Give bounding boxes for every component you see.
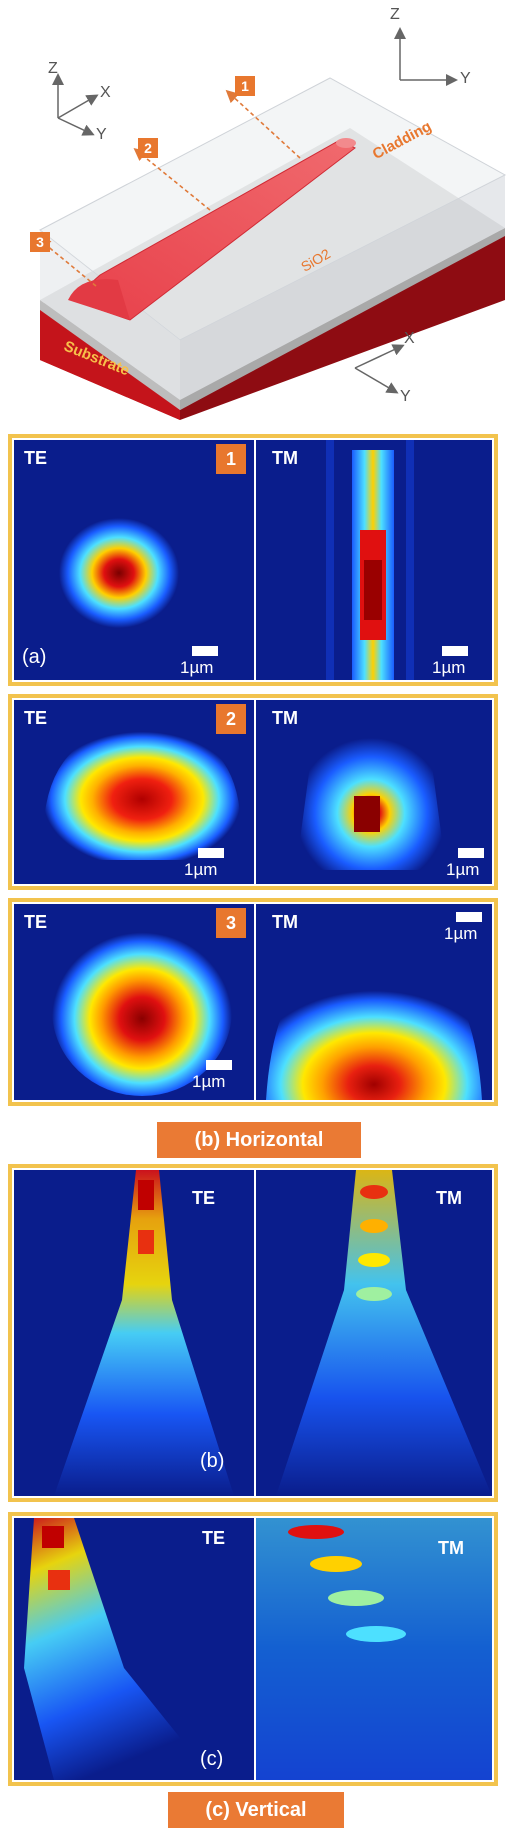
horizontal-panel-2: TE TM 2 1µm 1µm	[8, 694, 498, 890]
scale-bar-te-1	[192, 646, 218, 656]
tm-label-3: TM	[272, 912, 298, 932]
scale-bar-tm-1	[442, 646, 468, 656]
te-propagation-map-c	[14, 1518, 254, 1780]
waveguide-schematic	[37, 27, 507, 420]
axis-y-label-bottom: Y	[400, 388, 411, 405]
scale-bar-te-2	[198, 848, 224, 858]
horizontal-panel-1: TE TM 1 (a) 1µm 1µm	[8, 434, 498, 686]
scale-bar-tm-3	[456, 912, 482, 922]
marker-2: 2	[138, 138, 158, 158]
axis-y-label-right: Y	[460, 70, 471, 87]
tm-label-1: TM	[272, 448, 298, 468]
tm-field-map-2	[256, 700, 492, 884]
panel-sublabel-a: (a)	[22, 646, 47, 668]
scale-label-tm-2: 1µm	[446, 860, 480, 879]
te-label-c: TE	[202, 1528, 226, 1548]
te-label-3: TE	[24, 912, 48, 932]
horizontal-panel-3: TE TM 3 1µm 1µm	[8, 898, 498, 1106]
horizontal-caption: (b) Horizontal	[157, 1122, 361, 1158]
axis-z-label-right: Z	[390, 6, 400, 23]
marker-1: 1	[235, 76, 255, 96]
axis-x-label-bottom: X	[404, 330, 415, 347]
axis-z-label-left: Z	[48, 60, 58, 77]
scale-label-tm-1: 1µm	[432, 658, 466, 677]
vertical-panel-b: TE TM (b)	[8, 1164, 498, 1502]
tm-propagation-map-c	[256, 1518, 492, 1780]
axis-x-label-left: X	[100, 84, 111, 101]
panel-marker-2: 2	[216, 704, 246, 734]
vertical-panel-c: TE TM (c)	[8, 1512, 498, 1786]
te-field-map-1	[14, 440, 254, 680]
te-propagation-map-b	[14, 1170, 254, 1496]
tm-label-b: TM	[436, 1188, 462, 1208]
scale-bar-tm-2	[458, 848, 484, 858]
panel-marker-3: 3	[216, 908, 246, 938]
panel-marker-1: 1	[216, 444, 246, 474]
tm-field-map-3	[256, 904, 492, 1100]
tm-label-2: TM	[272, 708, 298, 728]
te-label-2: TE	[24, 708, 48, 728]
scale-label-tm-3: 1µm	[444, 924, 478, 943]
te-label-b: TE	[192, 1188, 216, 1208]
marker-3: 3	[30, 232, 50, 252]
axis-y-label-left: Y	[96, 126, 107, 143]
scale-label-te-3: 1µm	[192, 1072, 226, 1091]
tm-field-map-1	[256, 440, 492, 680]
scale-label-te-2: 1µm	[184, 860, 218, 879]
vertical-sublabel-b: (b)	[200, 1450, 225, 1472]
scale-label-te-1: 1µm	[180, 658, 214, 677]
te-label-1: TE	[24, 448, 48, 468]
vertical-caption: (c) Vertical	[168, 1792, 344, 1828]
tm-label-c: TM	[438, 1538, 464, 1558]
tm-propagation-map-b	[256, 1170, 492, 1496]
vertical-sublabel-c: (c)	[200, 1748, 224, 1770]
scale-bar-te-3	[206, 1060, 232, 1070]
